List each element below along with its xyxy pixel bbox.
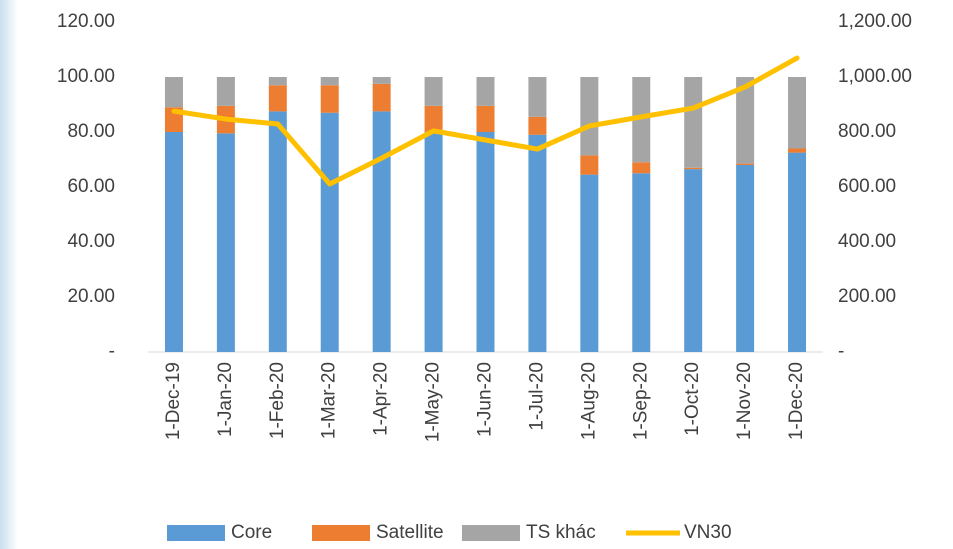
legend-label: Satellite	[376, 522, 444, 543]
legend-swatch	[462, 525, 520, 541]
bar	[528, 77, 547, 117]
y-tick-label: 80.00	[67, 121, 115, 142]
x-tick-label: 1-Jul-20	[526, 362, 547, 431]
x-tick-label: 1-Mar-20	[319, 362, 340, 439]
bar	[736, 77, 755, 164]
bar	[372, 77, 391, 84]
bar	[684, 167, 703, 170]
y2-tick-label: 400.00	[838, 231, 896, 252]
bar	[580, 77, 599, 156]
y-tick-label: 60.00	[67, 176, 115, 197]
bar	[320, 85, 339, 113]
y-tick-label: 120.00	[57, 11, 115, 32]
bar	[268, 111, 287, 352]
bar	[476, 77, 495, 106]
legend-label: Core	[231, 522, 272, 543]
bar	[268, 77, 287, 86]
y2-tick-label: 200.00	[838, 286, 896, 307]
x-tick-label: 1-Feb-20	[267, 362, 288, 439]
x-tick-label: 1-Jan-20	[215, 362, 236, 437]
x-tick-label: 1-Jun-20	[475, 362, 496, 437]
bar	[736, 163, 755, 165]
bar	[372, 111, 391, 352]
x-tick-label: 1-Apr-20	[371, 362, 392, 436]
bar	[164, 132, 183, 352]
bar	[632, 77, 651, 163]
x-tick-label: 1-Oct-20	[682, 362, 703, 436]
bar	[424, 105, 443, 132]
bar	[372, 83, 391, 112]
bar	[632, 162, 651, 174]
x-tick-label: 1-May-20	[423, 362, 444, 442]
bar	[528, 116, 547, 135]
bar	[164, 77, 183, 108]
bar	[424, 132, 443, 352]
x-tick-label: 1-Dec-20	[786, 362, 807, 440]
bar	[320, 112, 339, 352]
bar	[216, 77, 235, 106]
bar	[216, 133, 235, 352]
y-tick-label: 40.00	[67, 231, 115, 252]
bar	[476, 105, 495, 132]
bar	[632, 173, 651, 352]
y2-tick-label: 1,000.00	[838, 66, 912, 87]
y-tick-label: 20.00	[67, 286, 115, 307]
legend-swatch	[312, 525, 370, 541]
y2-tick-label: 800.00	[838, 121, 896, 142]
x-tick-label: 1-Nov-20	[734, 362, 755, 440]
bar	[684, 77, 703, 168]
y-tick-label: -	[109, 341, 115, 362]
y2-tick-label: -	[838, 341, 844, 362]
bar	[528, 134, 547, 352]
bar	[684, 169, 703, 352]
bar	[320, 77, 339, 86]
x-tick-label: 1-Sep-20	[630, 362, 651, 440]
bar	[736, 165, 755, 352]
legend-swatch	[167, 525, 225, 541]
x-tick-label: 1-Dec-19	[163, 362, 184, 440]
bar	[788, 148, 807, 153]
y-tick-label: 100.00	[57, 66, 115, 87]
y2-tick-label: 600.00	[838, 176, 896, 197]
bar	[788, 77, 807, 149]
line	[171, 55, 800, 187]
bar	[580, 155, 599, 175]
x-tick-label: 1-Aug-20	[578, 362, 599, 440]
background-edge	[0, 0, 18, 549]
legend-label: TS khác	[526, 522, 596, 543]
bar	[476, 132, 495, 352]
bar	[788, 152, 807, 352]
bar	[580, 174, 599, 352]
bar	[424, 77, 443, 106]
y2-tick-label: 1,200.00	[838, 11, 912, 32]
legend-label: VN30	[684, 522, 732, 543]
bar	[268, 85, 287, 112]
